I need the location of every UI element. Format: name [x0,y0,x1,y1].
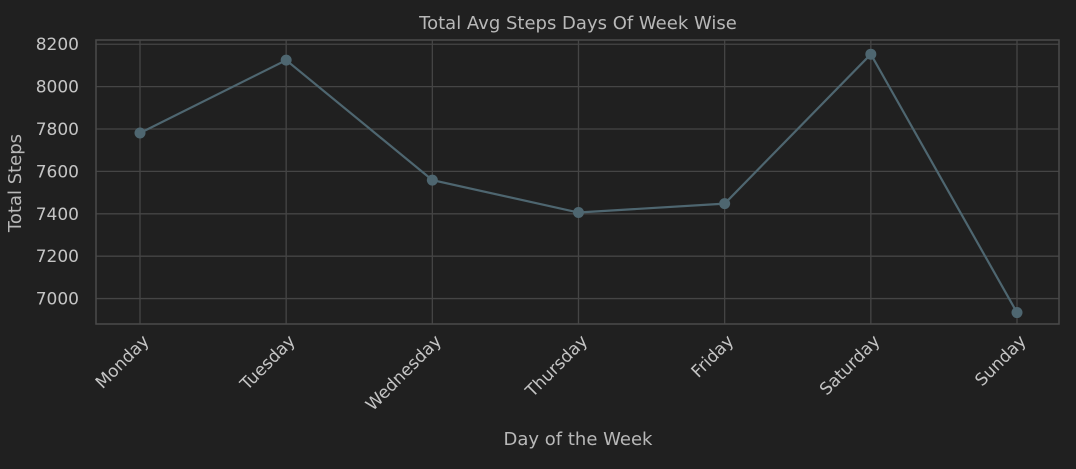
x-tick-label: Saturday [816,331,884,399]
x-tick-label: Sunday [971,331,1030,390]
plot-frame [95,39,1060,325]
x-tick-label: Wednesday [362,331,446,415]
chart-title: Total Avg Steps Days Of Week Wise [418,13,737,34]
data-point [280,54,292,66]
y-tick-label: 7600 [36,162,79,182]
y-axis-label: Total Steps [5,134,26,233]
y-tick-label: 8000 [36,78,79,98]
data-point [134,127,146,139]
x-axis-label: Day of the Week [504,429,653,450]
y-tick-labels: 7000 7200 7400 7600 7800 8000 8200 [36,35,79,309]
data-point [865,48,877,60]
y-tick-label: 7800 [36,120,79,140]
x-tick-label: Monday [92,331,154,393]
y-tick-label: 7200 [36,247,79,267]
data-point [426,174,438,186]
x-tick-labels: Monday Tuesday Wednesday Thursday Friday Satu… [92,331,1031,415]
series-steps [134,48,1023,319]
data-point [719,198,731,210]
y-tick-label: 7400 [36,205,79,225]
x-tick-label: Friday [688,331,739,382]
x-tick-label: Tuesday [236,331,300,395]
data-point [1011,307,1023,319]
y-tick-label: 7000 [36,290,79,310]
y-tick-label: 8200 [36,35,79,55]
data-point [573,207,584,219]
x-tick-label: Thursday [521,331,592,402]
grid-lines [96,40,1059,324]
